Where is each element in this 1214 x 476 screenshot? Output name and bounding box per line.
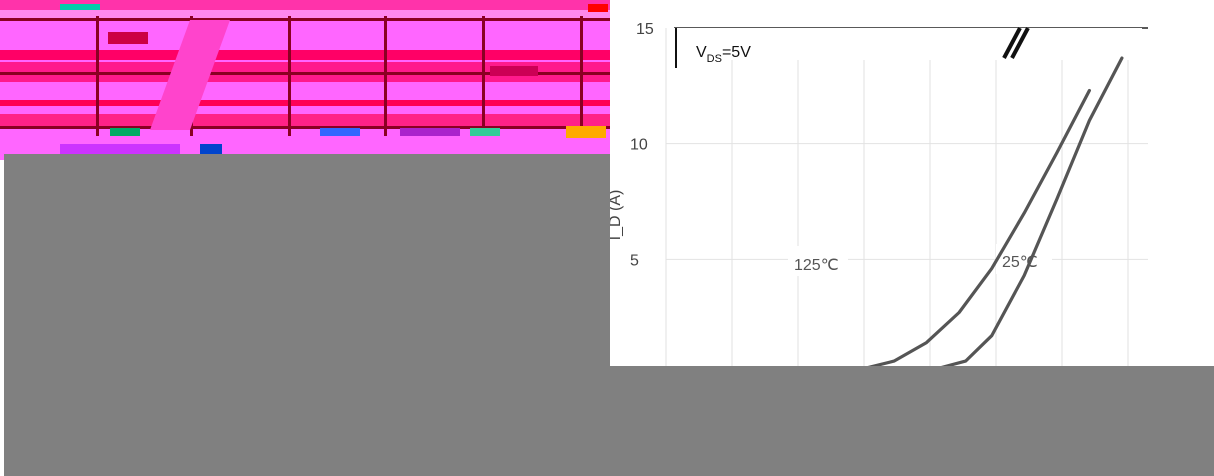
condition-box — [674, 28, 1142, 60]
y-tick-label: 15 — [636, 21, 654, 38]
series-line-25c — [664, 56, 1124, 377]
series-label-hot: 125℃ — [794, 257, 839, 274]
series-label-hot-bg — [788, 246, 848, 276]
corrupted-image-region — [0, 0, 610, 160]
series-lines — [664, 56, 1124, 377]
y-axis-label: I_D (A) — [608, 190, 624, 241]
chart-grid — [665, 27, 1148, 375]
y-tick-label: 5 — [630, 252, 639, 269]
condition-label: VDS=5V — [696, 44, 751, 65]
series-label-room-bg — [996, 244, 1052, 274]
series-line-125c — [664, 88, 1091, 377]
y-tick-label: 10 — [630, 137, 648, 154]
gray-fill-right — [916, 366, 1214, 476]
drain-current-chart: 051015 VDS=5V I_D (A) 125℃ 25℃ — [608, 21, 1148, 385]
y-tick-labels: 051015 — [630, 21, 654, 385]
break-mark-b — [1010, 27, 1030, 59]
break-mark-a — [1002, 27, 1022, 59]
